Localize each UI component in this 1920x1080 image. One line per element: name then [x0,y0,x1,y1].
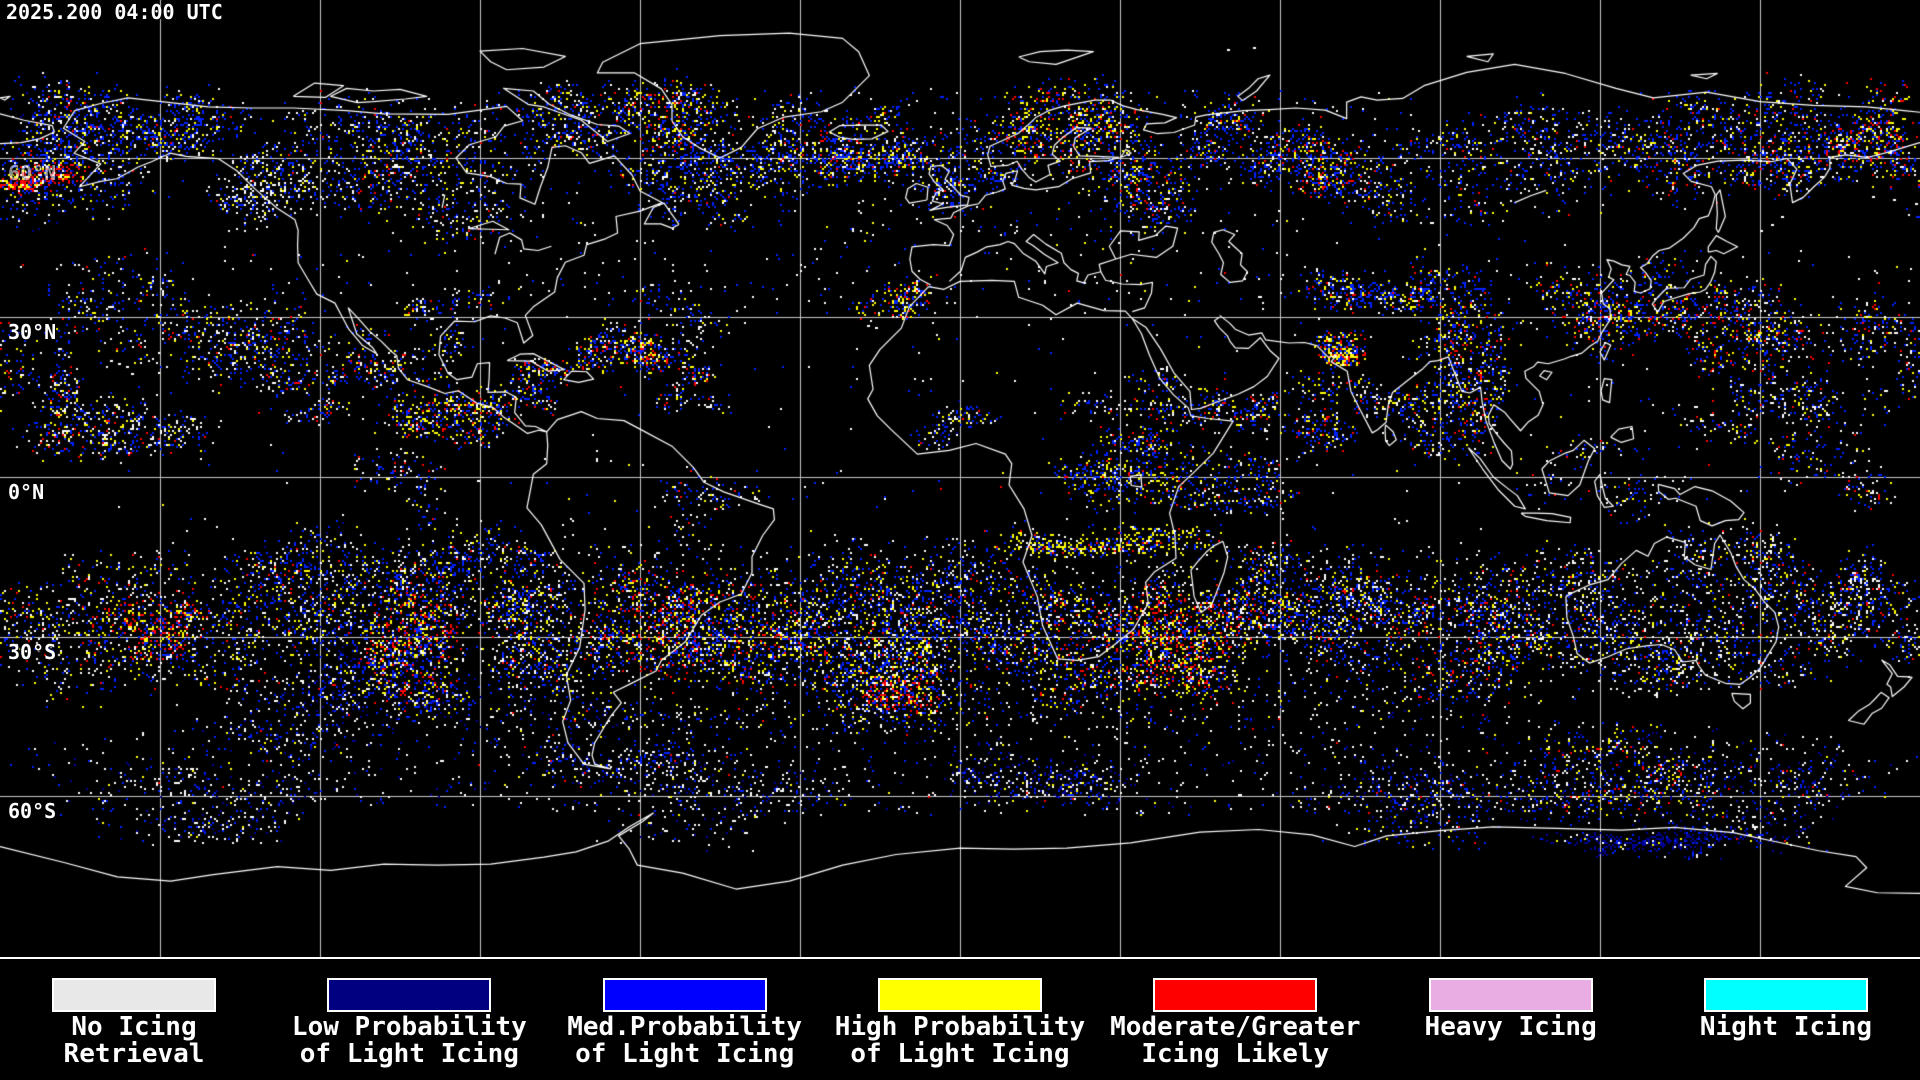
legend-bar: No Icing Retrieval Low Probability of Ligh… [0,957,1920,1078]
legend-item-high-prob: High Probability of Light Icing [830,959,1090,1078]
legend-item-heavy: Heavy Icing [1381,959,1641,1078]
world-map-canvas [0,0,1920,957]
legend-label: Moderate/Greater Icing Likely [1110,1012,1361,1069]
low-prob-swatch [327,978,492,1012]
lat-label-0n: 0°N [8,480,45,504]
night-icing-swatch [1703,978,1868,1012]
no-icing-swatch [52,978,216,1012]
world-icing-map: 2025.200 04:00 UTC 60°N 30°N 0°N 30°S 60… [0,0,1920,957]
lat-label-60s: 60°S [8,799,57,823]
legend-item-med-prob: Med.Probability of Light Icing [555,959,815,1078]
legend-label: No Icing Retrieval [63,1012,205,1069]
high-prob-swatch [877,978,1042,1012]
legend-label: Night Icing [1699,1012,1873,1042]
legend-label: High Probability of Light Icing [834,1012,1086,1069]
legend-item-night: Night Icing [1656,959,1916,1078]
moderate-icing-swatch [1153,978,1318,1012]
legend-item-moderate: Moderate/Greater Icing Likely [1105,959,1365,1078]
lat-label-30s: 30°S [8,640,57,664]
lat-label-30n: 30°N [8,320,57,344]
legend-label: Heavy Icing [1424,1012,1597,1042]
heavy-icing-swatch [1428,978,1593,1012]
legend-label: Med.Probability of Light Icing [567,1012,803,1069]
lat-label-60n: 60°N [8,161,57,185]
timestamp-label: 2025.200 04:00 UTC [6,0,223,24]
legend-item-no-icing: No Icing Retrieval [4,959,264,1078]
legend-label: Low Probability of Light Icing [291,1012,527,1069]
med-prob-swatch [602,978,767,1012]
legend-item-low-prob: Low Probability of Light Icing [279,959,539,1078]
